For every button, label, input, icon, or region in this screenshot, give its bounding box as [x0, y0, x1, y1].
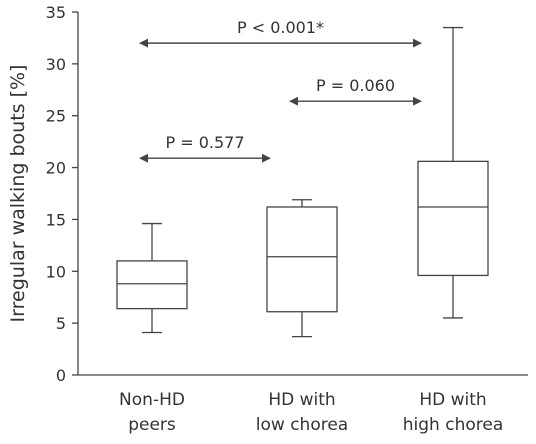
box-group — [116, 222, 188, 334]
axes: 0 5 10 15 20 25 30 35 Irregular walking bouts [%… — [7, 3, 528, 435]
iqr-box — [266, 206, 338, 313]
p-value-label: P = 0.060 — [316, 76, 395, 95]
y-axis-label: Irregular walking bouts [%] — [7, 65, 29, 323]
y-tick-label: 30 — [46, 55, 66, 74]
box-group — [417, 26, 489, 319]
iqr-box — [417, 160, 489, 277]
comparison: P = 0.060 — [289, 76, 422, 106]
comparisons: P = 0.577 P = 0.060 P < 0.001* — [139, 18, 422, 163]
x-tick-label: low chorea — [256, 415, 348, 435]
x-tick-label: high chorea — [403, 415, 503, 435]
y-tick-label: 0 — [56, 366, 66, 385]
comparison: P < 0.001* — [139, 18, 422, 48]
y-tick-label: 10 — [46, 262, 66, 281]
y-tick-label: 15 — [46, 210, 66, 229]
y-tick-label: 20 — [46, 159, 66, 178]
x-tick-label: Non-HD — [119, 390, 185, 410]
box-group — [266, 199, 338, 338]
y-tick-label: 25 — [46, 107, 66, 126]
comparison: P = 0.577 — [139, 133, 271, 163]
iqr-box — [116, 260, 188, 310]
x-tick-label: HD with — [419, 390, 486, 410]
p-value-label: P < 0.001* — [237, 18, 324, 37]
y-tick-label: 35 — [46, 3, 66, 22]
p-value-label: P = 0.577 — [165, 133, 244, 152]
y-tick-label: 5 — [56, 314, 66, 333]
boxes — [116, 26, 489, 338]
x-tick-label: peers — [128, 415, 176, 435]
x-tick-label: HD with — [268, 390, 335, 410]
